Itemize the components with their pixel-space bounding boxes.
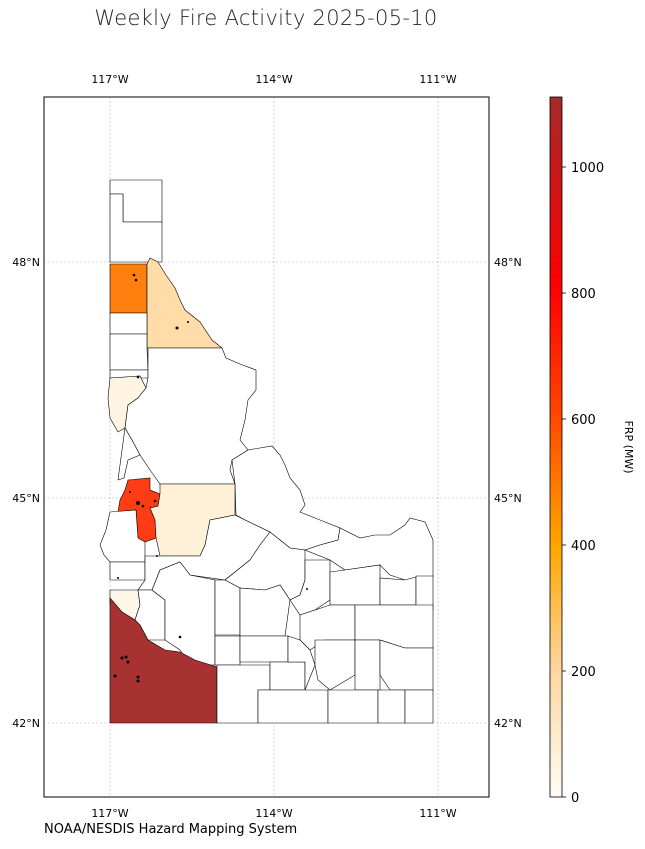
lat-label: 45°N (12, 492, 40, 505)
county-lewis[interactable] (117, 427, 141, 481)
lat-label: 42°N (494, 717, 522, 730)
county-benewah[interactable] (109, 333, 149, 371)
county-payette[interactable] (109, 561, 146, 581)
colorbar-tick-label: 800 (571, 287, 596, 302)
lat-labels-left: 48°N 45°N 42°N (12, 256, 40, 730)
lon-label: 114°W (255, 807, 292, 820)
colorbar-tick-label: 600 (571, 413, 596, 428)
colorbar-tick-label: 0 (571, 791, 579, 806)
lon-labels-bottom: 117°W 114°W 111°W (91, 807, 456, 820)
county-camas[interactable] (214, 579, 241, 636)
idaho-counties (99, 179, 434, 724)
colorbar-tick-label: 400 (571, 539, 596, 554)
county-bear-lake[interactable] (404, 689, 434, 724)
county-cassia[interactable] (257, 689, 329, 724)
county-lincoln[interactable] (239, 635, 289, 663)
county-franklin[interactable] (377, 689, 406, 724)
county-kootenai[interactable] (109, 312, 148, 335)
source-note: NOAA/NESDIS Hazard Mapping System (44, 822, 298, 837)
county-clearwater-idaho[interactable] (124, 347, 257, 485)
lat-label: 48°N (494, 256, 522, 269)
county-minidoka[interactable] (287, 635, 316, 691)
county-gooding[interactable] (214, 635, 241, 666)
colorbar-tick-label: 1000 (571, 161, 604, 176)
county-blaine[interactable] (239, 584, 291, 637)
lon-label: 114°W (255, 73, 292, 86)
county-jefferson[interactable] (329, 564, 381, 606)
county-owyhee[interactable] (109, 597, 218, 724)
county-oneida[interactable] (327, 689, 379, 724)
lon-label: 117°W (91, 73, 128, 86)
lon-label: 117°W (91, 807, 128, 820)
county-bannock[interactable] (354, 639, 381, 691)
lon-label: 111°W (419, 807, 456, 820)
county-bonner[interactable] (109, 263, 148, 314)
county-madison[interactable] (379, 576, 417, 606)
lon-labels-top: 117°W 114°W 111°W (91, 73, 456, 86)
county-jerome[interactable] (269, 661, 306, 691)
lon-label: 111°W (419, 73, 456, 86)
colorbar-label: FRP (MW) (622, 420, 635, 473)
colorbar-tick-labels: 0 200 400 600 800 1000 (571, 161, 604, 806)
lat-labels-right: 48°N 45°N 42°N (494, 256, 522, 730)
fire-detections (113, 273, 308, 683)
lat-label: 48°N (12, 256, 40, 269)
lat-label: 42°N (12, 717, 40, 730)
map-title: Weekly Fire Activity 2025-05-10 (94, 6, 438, 30)
county-boundary-south[interactable] (109, 193, 163, 263)
colorbar-tick-label: 200 (571, 665, 596, 680)
lat-label: 45°N (494, 492, 522, 505)
colorbar (549, 96, 563, 798)
colorbar-ticks (562, 166, 566, 798)
